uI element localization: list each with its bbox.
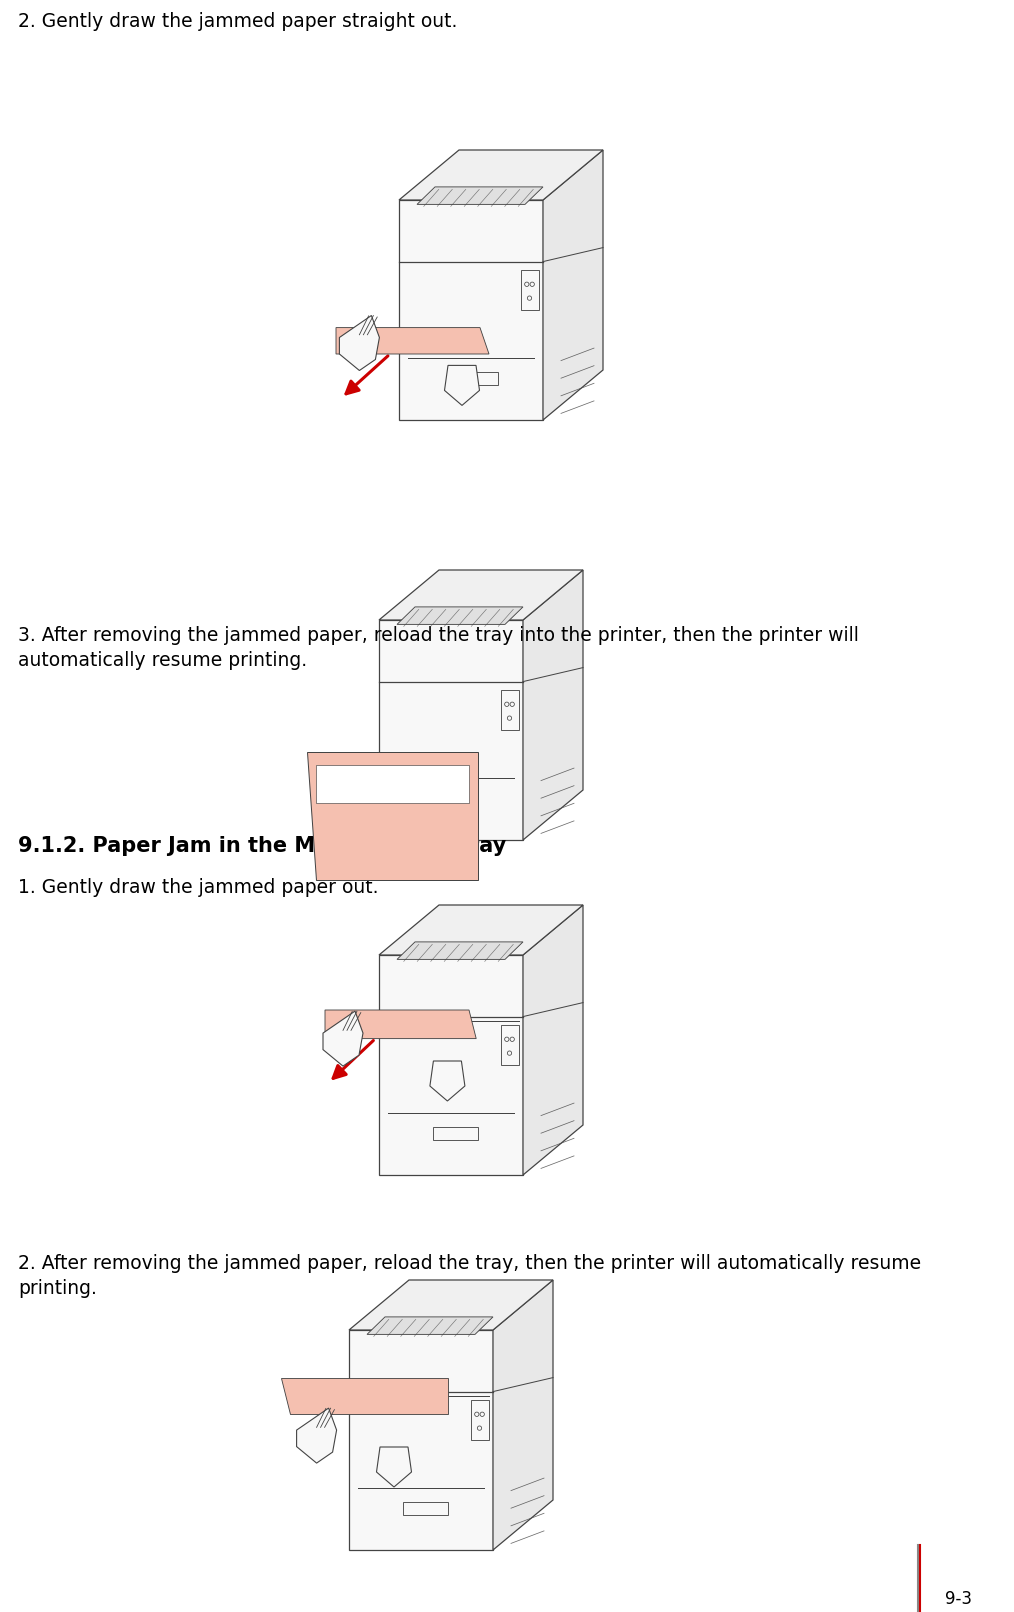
Polygon shape [316,764,469,803]
Polygon shape [307,753,478,880]
Polygon shape [379,571,583,621]
Polygon shape [349,1280,553,1330]
Polygon shape [297,1409,337,1464]
Polygon shape [397,941,523,959]
Text: 1. Gently draw the jammed paper out.: 1. Gently draw the jammed paper out. [18,879,378,896]
Polygon shape [323,1011,363,1066]
Text: 3. After removing the jammed paper, reload the tray into the printer, then the p: 3. After removing the jammed paper, relo… [18,625,859,671]
Polygon shape [417,187,544,205]
Polygon shape [349,1330,493,1551]
Polygon shape [367,1317,493,1335]
Polygon shape [493,1280,553,1551]
Polygon shape [399,200,544,421]
Text: 2. Gently draw the jammed paper straight out.: 2. Gently draw the jammed paper straight… [18,11,457,31]
Polygon shape [325,1011,477,1038]
Polygon shape [336,327,489,355]
Polygon shape [444,366,480,405]
Polygon shape [544,150,603,421]
Polygon shape [523,571,583,840]
Polygon shape [397,606,523,624]
Polygon shape [430,1061,464,1101]
Polygon shape [379,621,523,840]
Text: 9-3: 9-3 [944,1589,971,1609]
Text: 9.1.2. Paper Jam in the Manual Input Tray: 9.1.2. Paper Jam in the Manual Input Tra… [18,837,506,856]
Polygon shape [376,1448,412,1486]
Polygon shape [399,150,603,200]
Text: 2. After removing the jammed paper, reload the tray, then the printer will autom: 2. After removing the jammed paper, relo… [18,1254,921,1298]
Polygon shape [340,316,379,371]
Polygon shape [523,904,583,1175]
Polygon shape [281,1378,448,1414]
Polygon shape [379,954,523,1175]
Polygon shape [379,904,583,954]
